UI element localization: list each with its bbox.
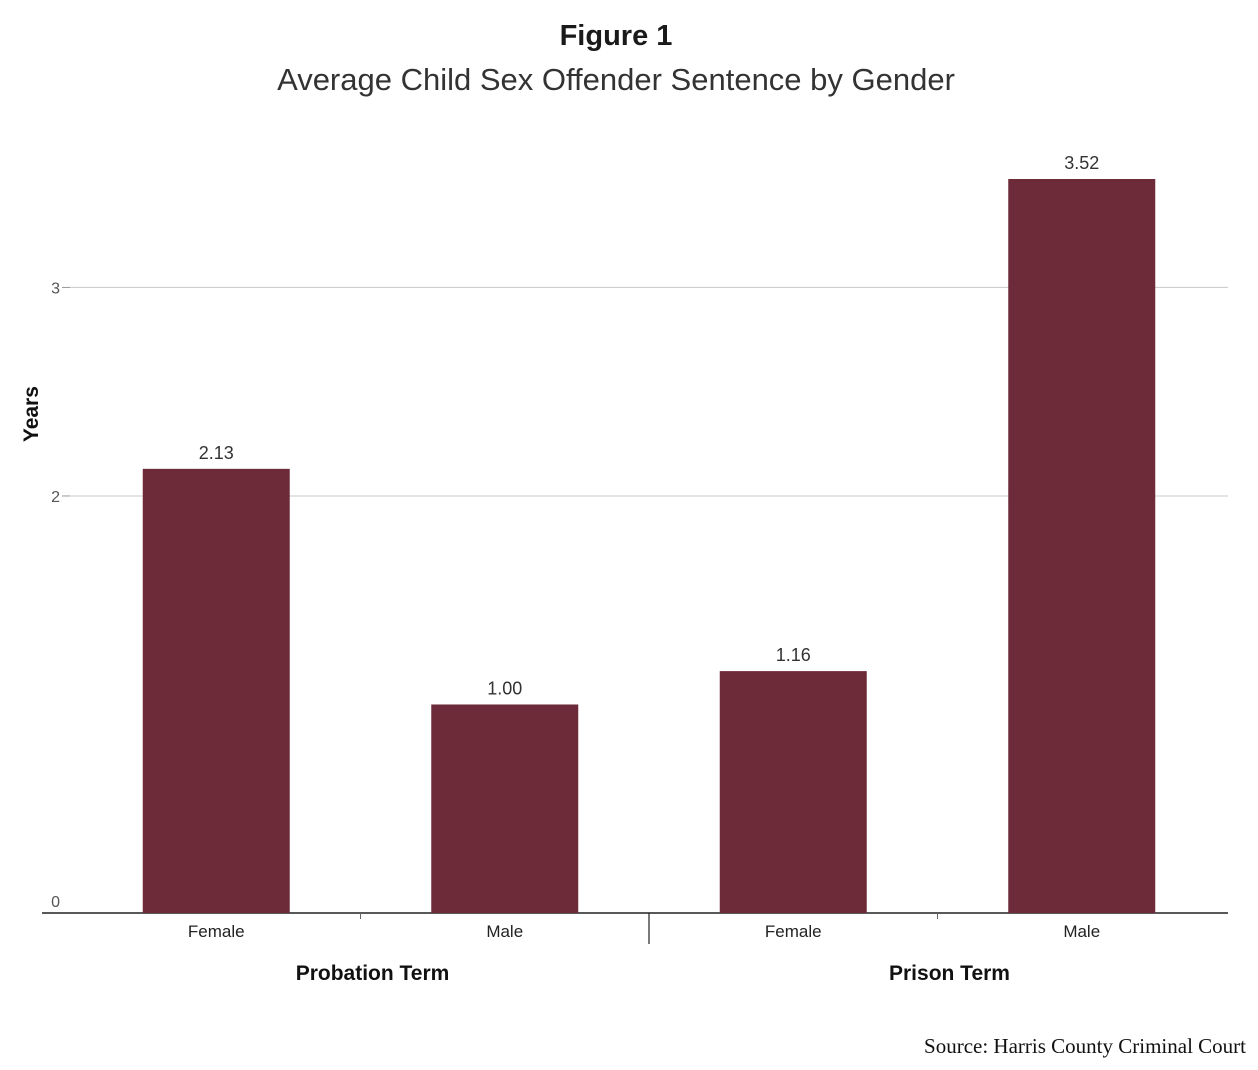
bar: [1008, 179, 1156, 913]
y-axis-label: Years: [20, 386, 43, 442]
group-label: Probation Term: [296, 962, 450, 985]
x-tick-label: Male: [1063, 922, 1100, 941]
x-tick-label: Male: [486, 922, 523, 941]
bar: [142, 468, 290, 913]
data-label: 2.13: [199, 443, 234, 463]
bar: [719, 671, 867, 913]
bar: [431, 704, 579, 913]
group-label: Prison Term: [889, 962, 1010, 985]
chart-subtitle: Average Child Sex Offender Sentence by G…: [277, 62, 955, 97]
y-tick-label: 2: [51, 489, 60, 506]
source-note: Source: Harris County Criminal Court: [924, 1034, 1246, 1058]
y-tick-label: 0: [51, 894, 60, 911]
x-tick-label: Female: [765, 922, 822, 941]
data-label: 1.16: [776, 645, 811, 665]
x-tick-label: Female: [188, 922, 245, 941]
data-label: 1.00: [487, 678, 522, 698]
chart-title: Figure 1: [559, 20, 673, 52]
y-tick-label: 3: [51, 280, 60, 297]
data-label: 3.52: [1064, 153, 1099, 173]
